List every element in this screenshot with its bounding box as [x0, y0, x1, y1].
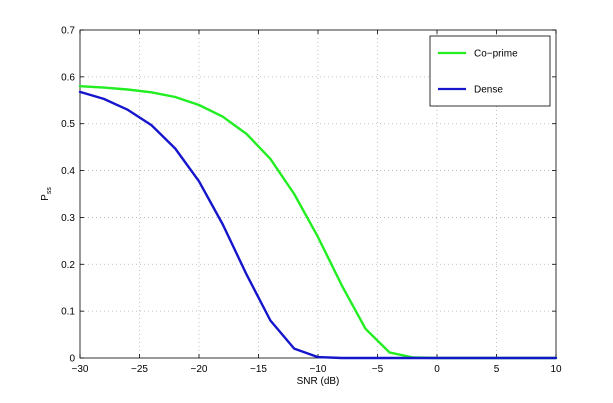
- x-axis-label: SNR (dB): [297, 376, 340, 387]
- x-tick-label: 10: [550, 364, 562, 375]
- legend-label-dense: Dense: [474, 85, 503, 96]
- y-tick-label: 0.3: [61, 213, 75, 224]
- x-tick-label: 5: [494, 364, 500, 375]
- y-tick-label: 0.6: [61, 72, 75, 83]
- x-tick-label: −15: [250, 364, 267, 375]
- y-tick-label: 0.1: [61, 307, 75, 318]
- y-axis-label: Pss: [40, 187, 53, 201]
- y-tick-label: 0.7: [61, 26, 75, 37]
- x-tick-label: −30: [72, 364, 89, 375]
- y-axis-label-main: P: [40, 194, 51, 201]
- x-tick-label: −5: [372, 364, 384, 375]
- y-tick-label: 0.2: [61, 260, 75, 271]
- axis-ticks: −30 −25 −20 −15 −10 −5 0 5 10 0 0.1 0.2 0.3 0.4 0.5 0.6…: [61, 26, 562, 376]
- y-axis-label-subscript: ss: [46, 187, 53, 195]
- y-tick-label: 0.5: [61, 119, 75, 130]
- legend: Co−prime Dense: [429, 35, 551, 107]
- x-tick-label: −25: [131, 364, 148, 375]
- legend-label-coprime: Co−prime: [474, 49, 518, 60]
- x-tick-label: −20: [191, 364, 208, 375]
- x-tick-label: −10: [310, 364, 327, 375]
- y-tick-label: 0.4: [61, 166, 75, 177]
- y-tick-label: 0: [69, 354, 75, 365]
- legend-box: [429, 35, 551, 107]
- series-lines: [78, 84, 558, 360]
- x-tick-label: 0: [434, 364, 440, 375]
- series-line-1: [78, 90, 558, 360]
